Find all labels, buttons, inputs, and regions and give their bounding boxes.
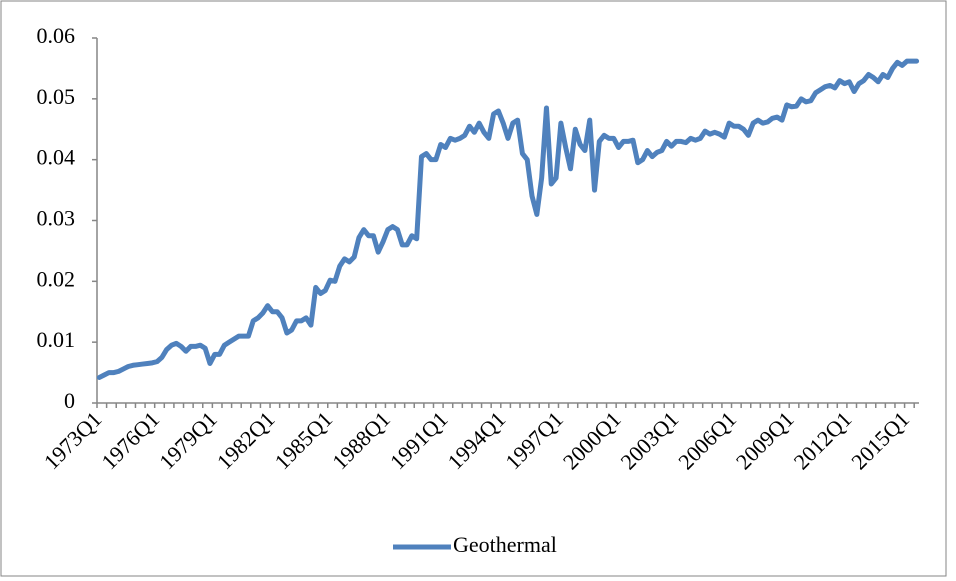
y-tick-label: 0.05 <box>37 84 76 109</box>
y-tick-label: 0.02 <box>37 266 76 291</box>
y-tick-label: 0.03 <box>37 206 76 231</box>
legend-label: Geothermal <box>453 532 557 557</box>
y-tick-label: 0.04 <box>37 145 76 170</box>
y-tick-label: 0.06 <box>37 23 76 48</box>
y-tick-label: 0.01 <box>37 327 76 352</box>
data-line <box>96 58 920 380</box>
y-tick-label: 0 <box>64 388 75 413</box>
